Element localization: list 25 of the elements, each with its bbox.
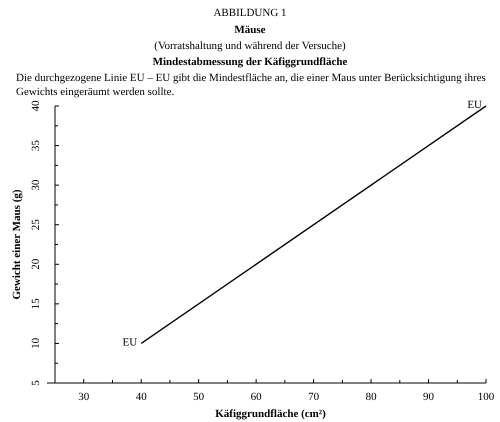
annotation: EU [467, 99, 482, 111]
y-axis-title: Gewicht einer Maus (g) [11, 189, 23, 300]
x-tick-label: 100 [478, 391, 495, 403]
chart-title: ABBILDUNG 1 [213, 7, 287, 19]
text: Die durchgezogene Linie EU – EU gibt die Mindestfläche an, die einer Maus unter Berücksichtigung ihres Gewichts eingeräumt werden sollte. [16, 72, 486, 98]
annotation: EU [122, 336, 138, 348]
chart-subtitle: Mäuse [234, 24, 266, 36]
y-tick-label: 35 [30, 140, 42, 152]
x-tick-label: 40 [136, 391, 148, 403]
y-tick-label: 30 [30, 179, 42, 191]
y-tick-label: 40 [30, 100, 42, 112]
x-tick-label: 90 [423, 391, 435, 403]
x-tick-label: 80 [366, 391, 378, 403]
x-tick-label: 30 [78, 391, 90, 403]
text: (Vorratshaltung und während der Versuche) [154, 40, 346, 52]
x-tick-label: 70 [308, 391, 320, 403]
x-tick-label: 60 [250, 391, 262, 403]
y-tick-label: 20 [30, 258, 42, 270]
y-tick-label: 5 [30, 380, 42, 386]
x-axis-title: Käfiggrundfläche (cm²) [215, 408, 326, 420]
y-tick-label: 15 [30, 298, 42, 310]
y-tick-label: 25 [30, 218, 42, 230]
text: Mindestabmessung der Käfiggrundfläche [152, 56, 348, 68]
x-tick-label: 50 [193, 391, 205, 403]
y-tick-label: 10 [30, 337, 42, 349]
